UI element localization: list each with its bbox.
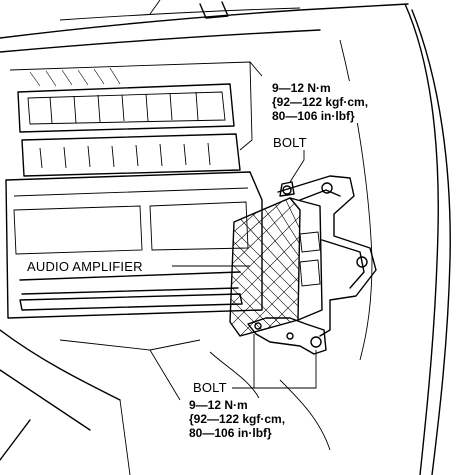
glovebox-bar-lower — [19, 293, 243, 311]
upper-frame — [9, 61, 263, 151]
upper-vent-slats — [49, 91, 199, 124]
lower-vent-slats — [39, 142, 211, 169]
amplifier-bracket — [277, 175, 377, 337]
bolt-top-label: BOLT — [272, 135, 308, 150]
audio-amplifier-side — [289, 197, 323, 321]
top-clip — [199, 1, 229, 19]
right-pillar-inner — [411, 9, 451, 475]
torque-spec-bottom: 9—12 N·m {92—122 kgf·cm, 80—106 in·lbf} — [188, 398, 287, 440]
lower-left-structure — [0, 329, 121, 461]
lower-left-stay — [59, 339, 201, 475]
torque-top-line2: {92—122 kgf·cm, — [272, 95, 369, 109]
dashboard-upper-curve — [0, 29, 321, 53]
torque-bottom-line3: 80—106 in·lbf} — [189, 426, 272, 440]
dashboard-crease — [59, 0, 301, 21]
bolt-bottom — [247, 317, 327, 355]
amplifier-connector — [299, 231, 321, 287]
bracket-hole-top — [321, 182, 333, 194]
bolt-bottom-label: BOLT — [192, 380, 228, 395]
bolt-top — [279, 181, 295, 197]
center-cluster-body — [5, 171, 263, 319]
torque-bottom-line2: {92—122 kgf·cm, — [189, 412, 286, 426]
right-pillar — [404, 3, 439, 475]
upper-vent-inner — [27, 91, 226, 125]
upper-vent-panel — [17, 83, 235, 133]
torque-top-line3: 80—106 in·lbf} — [272, 109, 355, 123]
leader-bolt-bottom — [232, 334, 317, 389]
audio-amplifier-hatching — [230, 198, 300, 336]
torque-spec-top: 9—12 N·m {92—122 kgf·cm, 80—106 in·lbf} — [271, 81, 370, 123]
bracket-hole-right — [356, 256, 368, 268]
audio-amplifier-label: AUDIO AMPLIFIER — [26, 259, 144, 274]
center-cluster-inner — [13, 187, 249, 255]
torque-bottom-line1: 9—12 N·m — [189, 398, 248, 412]
lower-vent-panel — [21, 133, 241, 177]
upper-vent-grille — [29, 67, 121, 87]
amplifier-bracket-inner — [299, 189, 365, 289]
torque-top-line1: 9—12 N·m — [272, 81, 331, 95]
glovebox-bar-upper — [19, 271, 241, 295]
dashboard-top-edge — [0, 3, 409, 39]
